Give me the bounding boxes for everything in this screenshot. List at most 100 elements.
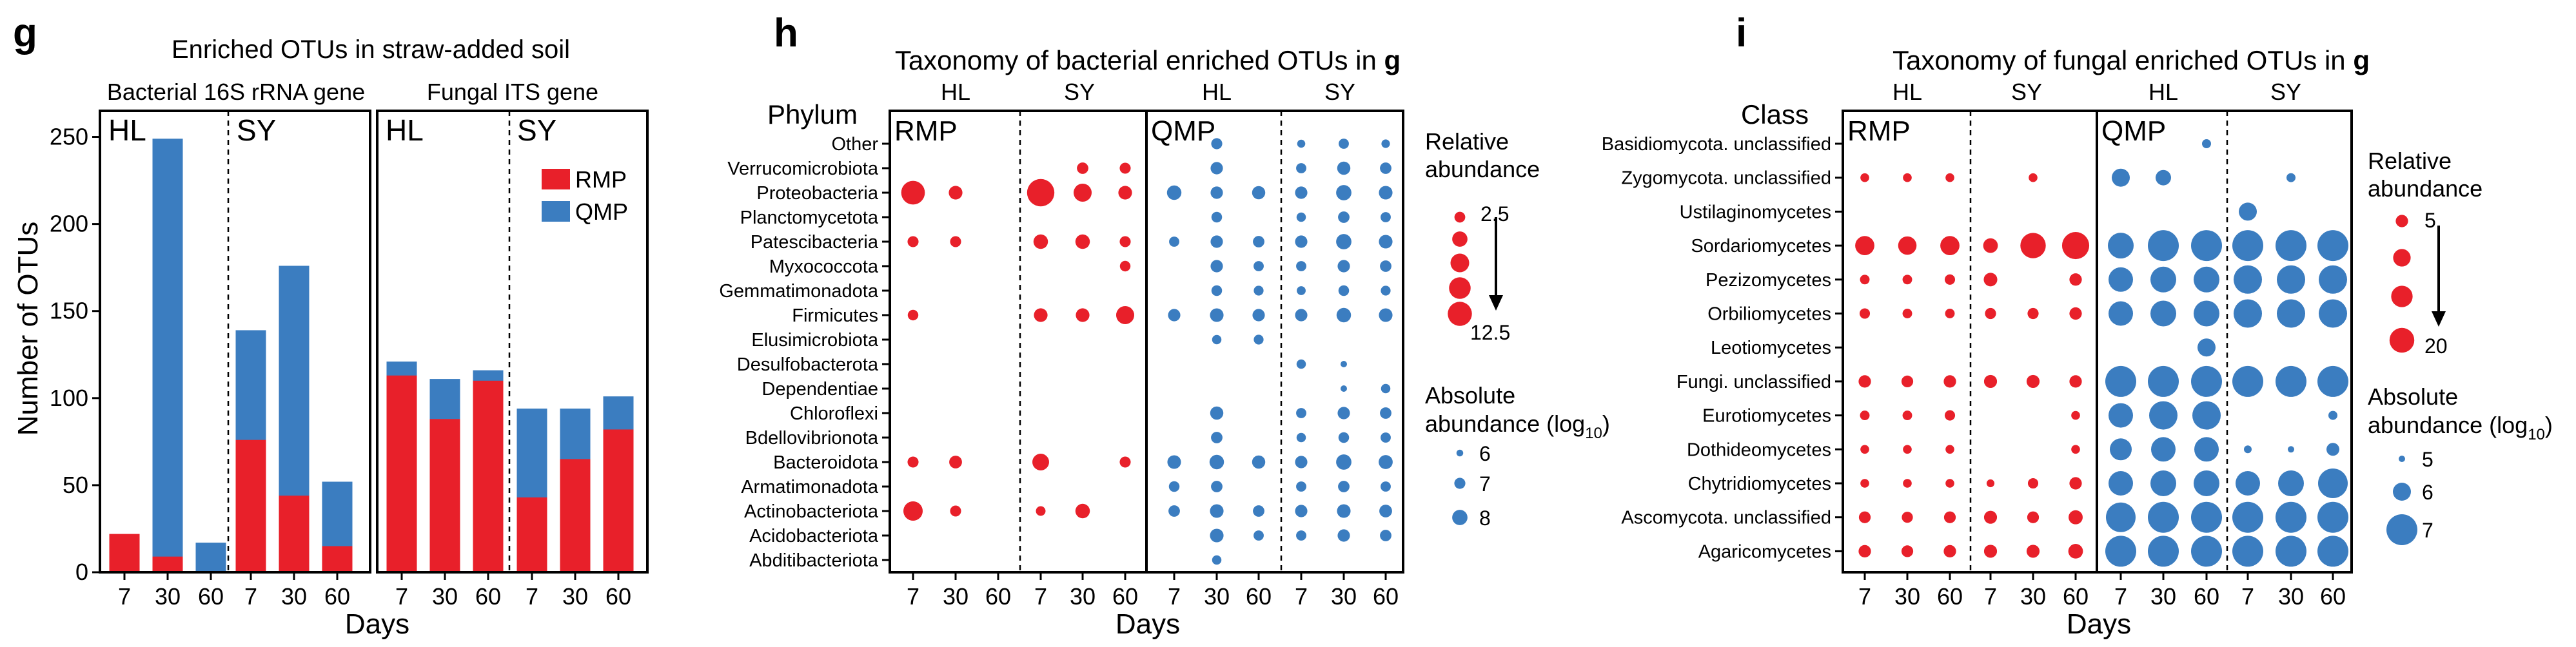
dot-qmp [1210, 504, 1224, 518]
x-tick-label: 7 [118, 583, 131, 610]
dot-rmp [903, 501, 923, 521]
dot-qmp [2234, 265, 2262, 294]
dot-qmp [1381, 139, 1390, 148]
dot-qmp [1296, 432, 1306, 443]
y-tick-label: 250 [50, 124, 88, 150]
panel-h-legend-abs-title-2: abundance (log10) [1425, 410, 1610, 442]
dot-qmp [1211, 138, 1223, 150]
dot-qmp [1381, 285, 1391, 296]
legend-rel-dot [2395, 215, 2408, 227]
dot-qmp [2110, 438, 2132, 461]
x-tick-label: 7 [1034, 583, 1047, 610]
dot-qmp [1379, 505, 1392, 517]
dot-rmp [1983, 273, 1998, 287]
panel-g-x-ticks: 7 30 60 7 30 60 7 30 60 7 30 60 [118, 572, 631, 610]
dot-qmp [2236, 471, 2260, 496]
panel-h-legend-abs-title-1: Absolute [1425, 382, 1515, 409]
panel-h-legend-abs-title-text: abundance (log [1425, 410, 1585, 437]
dot-qmp [2151, 437, 2176, 462]
panel-i: i Taxonomy of fungal enriched OTUs in g … [1602, 11, 2553, 640]
panel-h-dots [901, 138, 1393, 565]
bar-rmp [473, 380, 504, 572]
dot-rmp [1943, 545, 1956, 558]
dot-rmp [1855, 236, 1874, 255]
panel-i-row-labels: Basidiomycota. unclassified Zygomycota. u… [1602, 134, 1843, 562]
dot-qmp [1295, 309, 1308, 322]
x-tick-label: 7 [244, 583, 257, 610]
x-tick-label: 30 [1070, 583, 1096, 610]
row-label: Desulfobacterota [737, 354, 879, 375]
dot-qmp [2234, 299, 2262, 328]
dot-rmp [2029, 173, 2038, 182]
x-tick-label: 7 [2114, 583, 2127, 610]
dot-qmp [2317, 536, 2348, 567]
dot-qmp [1168, 505, 1180, 517]
panel-g-y-ticks: 0 50 100 150 200 250 [50, 124, 100, 585]
x-tick-label: 7 [1858, 583, 1871, 610]
dot-qmp [1296, 481, 1306, 492]
row-label: Verrucomicrobiota [727, 159, 879, 179]
legend-abs-label: 8 [1479, 507, 1491, 530]
bar-qmp [195, 543, 226, 572]
dot-rmp [1903, 479, 1912, 488]
dot-qmp [1336, 234, 1352, 249]
legend-rel-dot [1449, 277, 1471, 299]
panel-i-rel-legend-dots [2389, 215, 2415, 353]
dot-qmp [1336, 185, 1352, 200]
legend-abs-dot [1454, 478, 1466, 489]
dot-rmp [1860, 173, 1869, 182]
dot-qmp [1379, 186, 1393, 200]
dot-rmp [1983, 510, 1998, 524]
dot-rmp [2069, 510, 2083, 525]
x-tick-label: 7 [2241, 583, 2254, 610]
dot-qmp [1380, 162, 1391, 174]
row-label: Planctomycetota [740, 208, 879, 228]
dot-qmp [2239, 202, 2257, 221]
dot-qmp [2105, 365, 2136, 397]
dot-rmp [907, 309, 919, 321]
panel-h-title: Taxonomy of bacterial enriched OTUs in g [895, 45, 1401, 75]
dot-rmp [2061, 232, 2090, 260]
panel-g-x-axis-title: Days [345, 608, 409, 640]
dot-qmp [1210, 260, 1223, 273]
dot-qmp [1211, 432, 1223, 443]
legend-abs-dot [1452, 510, 1468, 525]
panel-g-subtitle-fungal: Fungal ITS gene [427, 79, 598, 105]
panel-g: g Enriched OTUs in straw-added soil Bact… [12, 11, 649, 640]
dot-qmp [2109, 471, 2133, 496]
x-tick-label: 60 [985, 583, 1011, 610]
panel-h-x-axis-title: Days [1116, 608, 1180, 640]
dot-rmp [1945, 173, 1954, 182]
x-tick-label: 30 [1204, 583, 1230, 610]
panel-h-site-hl-qmp: HL [1202, 79, 1232, 105]
dot-qmp [1210, 186, 1223, 199]
dot-qmp [1339, 139, 1349, 149]
dot-rmp [1858, 511, 1871, 523]
dot-rmp [1940, 236, 1960, 255]
dot-qmp [2232, 536, 2263, 567]
panel-h-axis-title: Phylum [767, 99, 858, 130]
bar-rmp [279, 496, 310, 572]
panel-h-rel-legend-dots [1448, 211, 1472, 326]
dot-qmp [1295, 235, 1308, 248]
panel-i-legend-rel-title-2: abundance [2368, 175, 2483, 202]
bar-rmp [603, 429, 634, 572]
panel-i-legend-abs-title-close: ) [2545, 412, 2553, 438]
dot-rmp [1860, 479, 1869, 488]
dot-rmp [1983, 374, 1998, 388]
dot-qmp [2150, 266, 2176, 293]
panel-g-legend-rmp-swatch [542, 169, 570, 189]
legend-abs-dot [2386, 514, 2417, 545]
dot-rmp [1901, 545, 1914, 557]
panel-i-site-sy-qmp: SY [2270, 79, 2301, 105]
legend-abs-dot [2399, 456, 2405, 462]
dot-qmp [1341, 385, 1347, 392]
dot-qmp [1211, 211, 1223, 223]
panel-h-legend-rel-title-2: abundance [1425, 156, 1540, 182]
dot-rmp [1943, 375, 1956, 388]
panel-h-group-qmp: QMP [1151, 115, 1215, 147]
dot-rmp [1858, 545, 1871, 558]
x-tick-label: 30 [2278, 583, 2304, 610]
dot-qmp [1380, 407, 1391, 419]
dot-qmp [2277, 265, 2305, 294]
